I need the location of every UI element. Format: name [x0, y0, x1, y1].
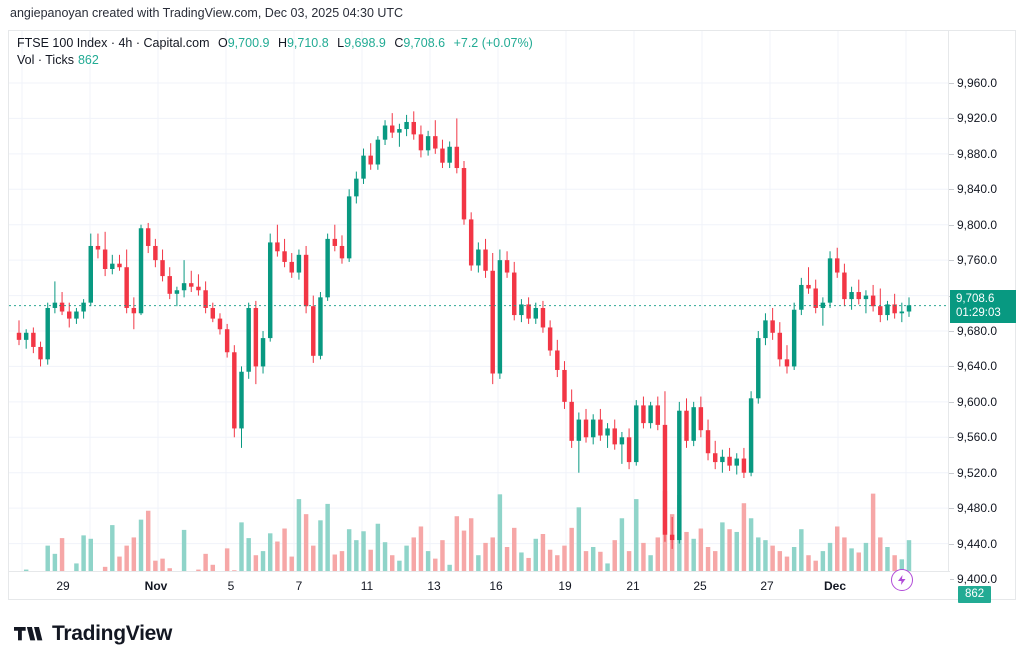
price-line-overlay	[9, 305, 950, 307]
time-tick-label: 7	[295, 579, 303, 593]
price-tick-mark	[949, 153, 954, 155]
time-tick-label: Nov	[144, 579, 168, 593]
price-tick-label: 9,880.0	[957, 146, 998, 161]
time-tick-label: 5	[227, 579, 235, 593]
price-tick-mark	[949, 118, 954, 120]
price-tick-mark	[949, 189, 954, 191]
bar-countdown-timer: 01:29:03	[956, 306, 1001, 319]
price-scale-axis[interactable]: 9,960.0 9,920.0 9,880.0 9,840.0 9,800.0 9,760…	[948, 31, 1016, 603]
volume-value-badge: 862	[958, 586, 992, 603]
price-tick-label: 9,520.0	[957, 465, 998, 480]
time-tick-label: Dec	[823, 579, 847, 593]
tradingview-logo[interactable]: TradingView	[14, 622, 172, 646]
price-tick-mark	[949, 579, 954, 580]
time-tick-label: 13	[427, 579, 441, 593]
time-tick-label: 29	[56, 579, 70, 593]
time-tick-label: 21	[626, 579, 640, 593]
price-tick-label: 9,800.0	[957, 217, 998, 232]
chart-plot-pane[interactable]: FTSE 100 Index · 4h · Capital.com O9,700…	[9, 31, 950, 599]
price-tick-mark	[949, 224, 954, 226]
time-tick-label: 19	[558, 579, 572, 593]
chart-frame: FTSE 100 Index · 4h · Capital.com O9,700…	[8, 30, 1016, 603]
time-tick-label: 16	[489, 579, 503, 593]
price-tick-label: 9,640.0	[957, 359, 998, 374]
tradingview-logo-icon	[14, 626, 43, 640]
time-tick-label: 25	[693, 579, 707, 593]
time-tick-label: 27	[760, 579, 774, 593]
price-tick-mark	[949, 472, 954, 474]
price-tick-mark	[949, 366, 954, 368]
price-tick-label: 9,440.0	[957, 536, 998, 551]
price-tick-label: 9,920.0	[957, 111, 998, 126]
current-price-badge: 9,708.6 01:29:03	[950, 289, 1016, 323]
time-tick-label: 11	[360, 579, 374, 593]
price-tick-mark	[949, 260, 954, 262]
price-tick-mark	[949, 508, 954, 510]
price-tick-label: 9,600.0	[957, 394, 998, 409]
price-tick-label: 9,840.0	[957, 182, 998, 197]
price-tick-label: 9,400.0	[957, 572, 998, 586]
price-tick-label: 9,760.0	[957, 253, 998, 268]
price-tick-label: 9,560.0	[957, 430, 998, 445]
price-tick-mark	[949, 437, 954, 439]
price-tick-label: 9,480.0	[957, 501, 998, 516]
price-tick-mark	[949, 401, 954, 403]
price-tick-label: 9,680.0	[957, 324, 998, 338]
attribution-text: angiepanoyan created with TradingView.co…	[10, 6, 404, 20]
price-tick-mark	[949, 331, 954, 332]
price-tick-mark	[949, 543, 954, 545]
price-tick-label: 9,960.0	[957, 76, 998, 90]
time-scale-axis[interactable]: 29Nov5711131619212527Dec3	[9, 571, 950, 599]
lightning-bolt-icon[interactable]	[891, 569, 913, 591]
current-price-value: 9,708.6	[956, 292, 995, 305]
tradingview-wordmark: TradingView	[52, 622, 173, 645]
price-tick-mark	[949, 83, 954, 84]
lightning-bolt-glyph	[898, 575, 906, 585]
